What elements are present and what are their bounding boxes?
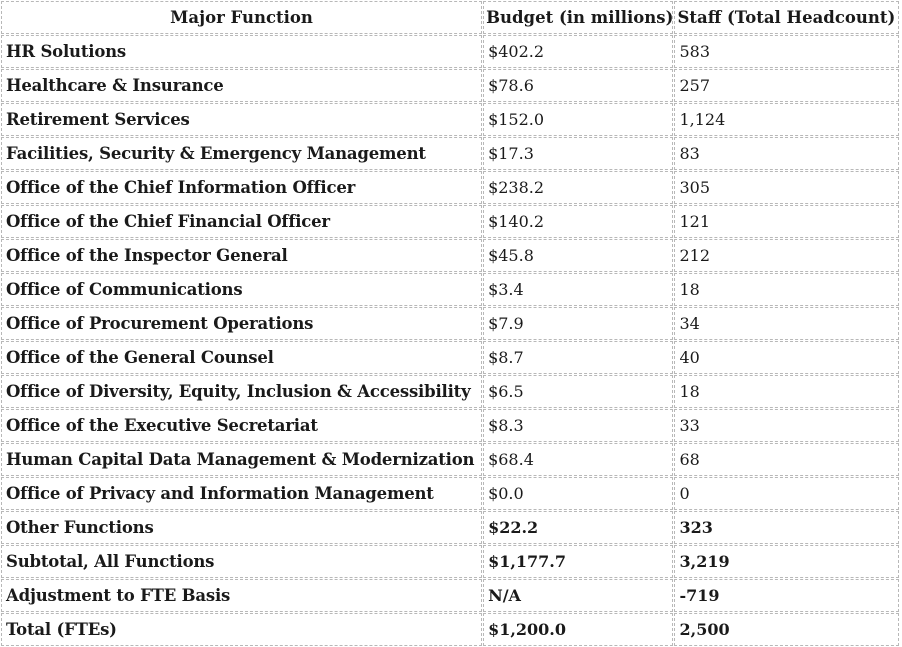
staff-cell: 305 [674,171,899,204]
staff-cell: 1,124 [674,103,899,136]
function-cell: Other Functions [1,511,483,544]
budget-cell: $7.9 [483,307,674,340]
function-cell: Human Capital Data Management & Moderniz… [1,443,483,476]
budget-cell: $238.2 [483,171,674,204]
header-budget: Budget (in millions) [483,1,674,34]
table-row: Office of the General Counsel $8.7 40 [1,341,899,374]
table-row: Human Capital Data Management & Moderniz… [1,443,899,476]
function-cell: Subtotal, All Functions [1,545,483,578]
staff-cell: 583 [674,35,899,68]
budget-cell: $22.2 [483,511,674,544]
budget-cell: $1,177.7 [483,545,674,578]
staff-cell: 323 [674,511,899,544]
staff-cell: 2,500 [674,613,899,646]
table-row: Facilities, Security & Emergency Managem… [1,137,899,170]
staff-cell: 18 [674,375,899,408]
function-cell: Facilities, Security & Emergency Managem… [1,137,483,170]
staff-cell: 121 [674,205,899,238]
function-cell: Office of the Inspector General [1,239,483,272]
table-row: Adjustment to FTE Basis N/A -719 [1,579,899,612]
staff-cell: 83 [674,137,899,170]
function-cell: Total (FTEs) [1,613,483,646]
table-row: Office of the Executive Secretariat $8.3 3… [1,409,899,442]
function-cell: Office of the Chief Financial Officer [1,205,483,238]
function-cell: Office of Privacy and Information Manage… [1,477,483,510]
table-row: Other Functions $22.2 323 [1,511,899,544]
staff-cell: 3,219 [674,545,899,578]
header-row: Major Function Budget (in millions) Staf… [1,1,899,34]
budget-cell: $45.8 [483,239,674,272]
staff-cell: -719 [674,579,899,612]
function-cell: Healthcare & Insurance [1,69,483,102]
budget-cell: $8.3 [483,409,674,442]
table-row: Total (FTEs) $1,200.0 2,500 [1,613,899,646]
table-row: Office of Privacy and Information Manage… [1,477,899,510]
budget-cell: $1,200.0 [483,613,674,646]
staff-cell: 212 [674,239,899,272]
table-row: HR Solutions $402.2 583 [1,35,899,68]
budget-cell: $78.6 [483,69,674,102]
function-cell: Adjustment to FTE Basis [1,579,483,612]
staff-cell: 40 [674,341,899,374]
staff-cell: 33 [674,409,899,442]
function-cell: Office of the Executive Secretariat [1,409,483,442]
budget-cell: $17.3 [483,137,674,170]
table-row: Office of the Chief Information Officer $… [1,171,899,204]
table-row: Office of the Inspector General $45.8 212 [1,239,899,272]
staff-cell: 68 [674,443,899,476]
function-cell: HR Solutions [1,35,483,68]
function-cell: Retirement Services [1,103,483,136]
staff-cell: 18 [674,273,899,306]
function-cell: Office of the Chief Information Officer [1,171,483,204]
table-row: Office of Diversity, Equity, Inclusion &… [1,375,899,408]
budget-cell: N/A [483,579,674,612]
staff-cell: 0 [674,477,899,510]
table-body: HR Solutions $402.2 583 Healthcare & Insura… [1,35,899,646]
table-row: Healthcare & Insurance $78.6 257 [1,69,899,102]
header-staff: Staff (Total Headcount) [674,1,899,34]
budget-cell: $0.0 [483,477,674,510]
budget-cell: $402.2 [483,35,674,68]
header-major-function: Major Function [1,1,483,34]
budget-cell: $6.5 [483,375,674,408]
budget-cell: $68.4 [483,443,674,476]
function-cell: Office of the General Counsel [1,341,483,374]
table-row: Office of the Chief Financial Officer $14… [1,205,899,238]
function-cell: Office of Procurement Operations [1,307,483,340]
budget-cell: $140.2 [483,205,674,238]
table-row: Office of Communications $3.4 18 [1,273,899,306]
table-row: Retirement Services $152.0 1,124 [1,103,899,136]
budget-cell: $8.7 [483,341,674,374]
table-row: Office of Procurement Operations $7.9 34 [1,307,899,340]
function-cell: Office of Communications [1,273,483,306]
staff-cell: 34 [674,307,899,340]
function-cell: Office of Diversity, Equity, Inclusion &… [1,375,483,408]
budget-cell: $3.4 [483,273,674,306]
table-row: Subtotal, All Functions $1,177.7 3,219 [1,545,899,578]
staff-cell: 257 [674,69,899,102]
budget-cell: $152.0 [483,103,674,136]
